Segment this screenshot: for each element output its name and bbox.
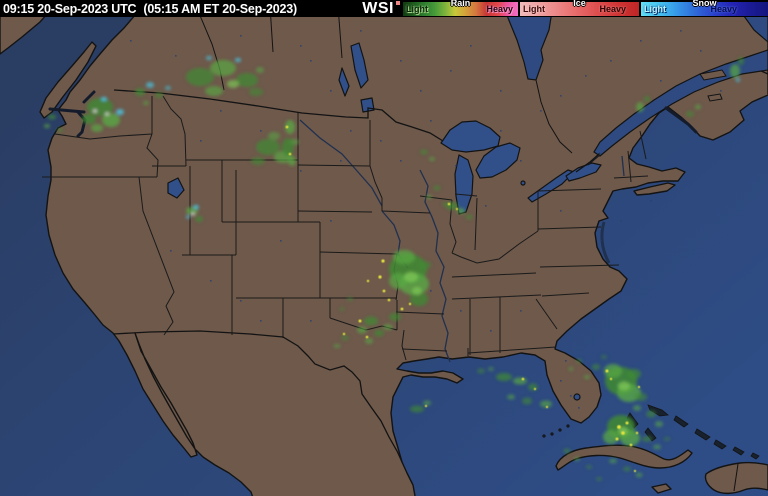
radar-heavy-cells-layer bbox=[285, 125, 641, 473]
anticosti-island bbox=[699, 69, 727, 81]
lake-superior bbox=[440, 120, 501, 153]
header-bar: 09:15 20-Sep-2023 UTC (05:15 AM ET 20-Se… bbox=[0, 0, 768, 17]
lake-michigan bbox=[454, 154, 474, 215]
western-state-lines bbox=[42, 95, 321, 338]
ice-label: Ice bbox=[573, 0, 586, 8]
snow-intensity-gradient bbox=[641, 2, 768, 16]
snow-label: Snow bbox=[692, 0, 717, 8]
chesapeake-bay bbox=[600, 221, 611, 264]
bc-coast-islands bbox=[0, 17, 46, 55]
lake-huron bbox=[475, 142, 521, 179]
wsi-logo-text: WSI bbox=[362, 0, 394, 17]
long-island bbox=[633, 182, 676, 196]
bahama-island bbox=[644, 427, 657, 442]
florida-key bbox=[542, 434, 546, 438]
haiti-dr-border bbox=[733, 463, 739, 492]
rain-label: Rain bbox=[450, 0, 471, 8]
bahama-island bbox=[694, 428, 711, 441]
timestamp-utc: 09:15 20-Sep-2023 UTC bbox=[3, 1, 137, 16]
florida-key bbox=[566, 424, 570, 428]
vancouver-island bbox=[39, 41, 97, 119]
lake-okeechobee bbox=[573, 393, 581, 401]
radar-echo-layer bbox=[44, 56, 744, 481]
hispaniola bbox=[704, 461, 768, 495]
legend-section-ice: Ice Light Heavy bbox=[520, 0, 639, 17]
lake-ontario bbox=[565, 162, 602, 182]
bahama-island bbox=[673, 415, 689, 428]
lake-winnipeg bbox=[350, 42, 369, 89]
us-canada-border bbox=[113, 89, 600, 173]
jamaica bbox=[651, 483, 672, 494]
ice-heavy-label: Heavy bbox=[599, 4, 626, 14]
bahama-island bbox=[732, 446, 745, 456]
radar-map-image bbox=[0, 17, 768, 496]
northeast-state-lines bbox=[587, 130, 649, 183]
puget-sound bbox=[76, 110, 87, 138]
pacific-sounds bbox=[48, 90, 698, 138]
cuba bbox=[555, 444, 693, 471]
rain-intensity-gradient bbox=[403, 2, 518, 16]
mississippi-river bbox=[419, 169, 451, 363]
lakes bbox=[167, 42, 602, 401]
lake-manitoba bbox=[338, 67, 350, 97]
small-lakes-speckles bbox=[130, 30, 722, 409]
florida-key bbox=[550, 432, 554, 436]
rain-heavy-label: Heavy bbox=[486, 4, 513, 14]
midwest-state-lines bbox=[419, 188, 602, 264]
maritime-islands bbox=[699, 69, 727, 102]
lake-st-clair bbox=[520, 180, 526, 186]
great-salt-lake bbox=[167, 177, 185, 199]
snow-heavy-label: Heavy bbox=[710, 4, 737, 14]
canadian-province-borders bbox=[200, 17, 573, 154]
precip-type-legend: Rain Light Heavy Ice Light Heavy Snow Li… bbox=[403, 0, 768, 17]
bay-of-fundy bbox=[664, 106, 698, 134]
ice-intensity-gradient bbox=[520, 2, 639, 16]
us-mexico-border bbox=[112, 330, 403, 463]
southern-state-lines bbox=[451, 264, 620, 356]
strait-of-georgia bbox=[82, 90, 96, 104]
lake-champlain bbox=[621, 155, 625, 177]
logo-registered-mark bbox=[396, 1, 400, 5]
legend-section-rain: Rain Light Heavy bbox=[403, 0, 518, 17]
florida-key bbox=[558, 428, 562, 432]
snow-light-label: Light bbox=[644, 4, 666, 14]
bahama-island bbox=[647, 404, 669, 417]
ice-light-label: Light bbox=[523, 4, 545, 14]
bahama-island bbox=[713, 439, 727, 450]
atlantic-ne-corner bbox=[743, 17, 768, 43]
international-borders bbox=[112, 17, 739, 492]
prince-edward-island bbox=[707, 93, 723, 102]
rain-light-label: Light bbox=[406, 4, 428, 14]
wsi-logo: WSI bbox=[362, 0, 400, 17]
legend-section-snow: Snow Light Heavy bbox=[641, 0, 768, 17]
turks-island bbox=[750, 452, 760, 460]
timestamp-local: (05:15 AM ET 20-Sep-2023) bbox=[143, 1, 297, 16]
